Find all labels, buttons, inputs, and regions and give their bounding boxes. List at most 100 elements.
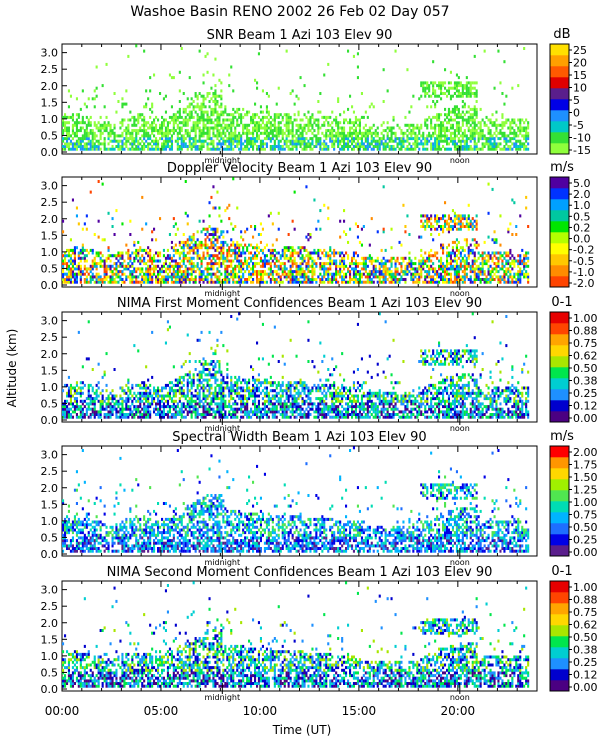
data-cell <box>313 129 316 133</box>
data-cell <box>85 397 88 401</box>
data-cell <box>220 89 223 93</box>
data-cell <box>226 272 229 276</box>
data-cell <box>200 110 203 114</box>
data-cell <box>186 121 189 125</box>
data-cell <box>339 219 342 223</box>
data-cell <box>442 145 445 148</box>
data-cell <box>493 137 496 141</box>
data-cell <box>73 145 76 148</box>
data-cell <box>380 270 383 274</box>
data-cell <box>354 275 357 279</box>
data-cell <box>495 142 498 146</box>
data-cell <box>83 280 86 284</box>
data-cell <box>275 259 278 263</box>
data-cell <box>212 256 215 260</box>
data-cell <box>507 254 510 258</box>
data-cell <box>279 131 282 135</box>
data-cell <box>305 185 308 189</box>
data-cell <box>218 105 221 109</box>
data-cell <box>434 217 437 221</box>
data-cell <box>449 147 452 151</box>
data-cell <box>157 251 160 255</box>
data-cell <box>143 248 146 252</box>
data-cell <box>214 100 217 103</box>
data-cell <box>434 89 437 93</box>
data-cell <box>313 267 316 271</box>
data-cell <box>220 97 223 101</box>
data-cell <box>477 275 480 279</box>
data-cell <box>519 214 522 218</box>
data-cell <box>230 147 233 151</box>
data-cell <box>299 280 302 284</box>
data-cell <box>252 267 255 271</box>
data-cell <box>184 123 187 127</box>
data-cell <box>248 278 251 281</box>
data-cell <box>194 142 197 146</box>
data-cell <box>295 129 298 133</box>
data-cell <box>174 115 177 119</box>
data-cell <box>214 243 217 247</box>
data-cell <box>127 264 130 268</box>
data-cell <box>242 107 245 111</box>
data-cell <box>432 238 435 242</box>
data-cell <box>162 145 165 148</box>
data-cell <box>453 129 456 133</box>
data-cell <box>198 118 201 122</box>
data-cell <box>347 147 350 151</box>
data-cell <box>85 227 88 231</box>
data-cell <box>246 280 249 284</box>
data-cell <box>430 105 433 109</box>
data-cell <box>347 256 350 260</box>
data-cell <box>519 262 522 266</box>
data-cell <box>345 251 348 255</box>
data-cell <box>121 134 124 138</box>
data-cell <box>87 402 90 406</box>
data-cell <box>79 394 82 398</box>
data-cell <box>198 137 201 141</box>
data-cell <box>434 147 437 151</box>
figure-title: Washoe Basin RENO 2002 26 Feb 02 Day 057 <box>130 4 449 20</box>
data-cell <box>475 100 478 103</box>
data-cell <box>214 134 217 138</box>
data-cell <box>287 145 290 148</box>
data-cell <box>71 402 74 406</box>
data-cell <box>459 278 462 281</box>
data-cell <box>208 115 211 119</box>
data-cell <box>349 126 352 130</box>
data-cell <box>287 270 290 274</box>
data-cell <box>465 145 468 148</box>
data-cell <box>481 129 484 133</box>
data-cell <box>97 129 100 133</box>
marker-midnight-label: midnight <box>204 289 240 298</box>
data-cell <box>206 145 209 148</box>
data-cell <box>351 121 354 125</box>
data-cell <box>71 272 74 276</box>
data-cell <box>71 410 74 414</box>
data-cell <box>202 81 205 85</box>
data-cell <box>281 115 284 119</box>
data-cell <box>461 278 464 281</box>
data-cell <box>252 126 255 130</box>
data-cell <box>73 278 76 281</box>
data-cell <box>147 275 150 279</box>
data-cell <box>95 280 98 284</box>
data-cell <box>151 123 154 127</box>
data-cell <box>69 397 72 401</box>
data-cell <box>285 115 288 119</box>
data-cell <box>319 278 322 281</box>
data-cell <box>319 145 322 148</box>
data-cell <box>368 280 371 284</box>
data-cell <box>358 280 361 284</box>
data-cell <box>208 129 211 133</box>
data-cell <box>487 251 490 255</box>
data-cell <box>481 142 484 146</box>
data-cell <box>204 97 207 101</box>
data-cell <box>469 278 472 281</box>
data-cell <box>222 142 225 146</box>
data-cell <box>471 92 474 95</box>
data-cell <box>339 134 342 138</box>
data-cell <box>81 227 84 231</box>
data-cell <box>131 264 134 268</box>
data-cell <box>257 52 260 56</box>
data-cell <box>75 121 78 125</box>
